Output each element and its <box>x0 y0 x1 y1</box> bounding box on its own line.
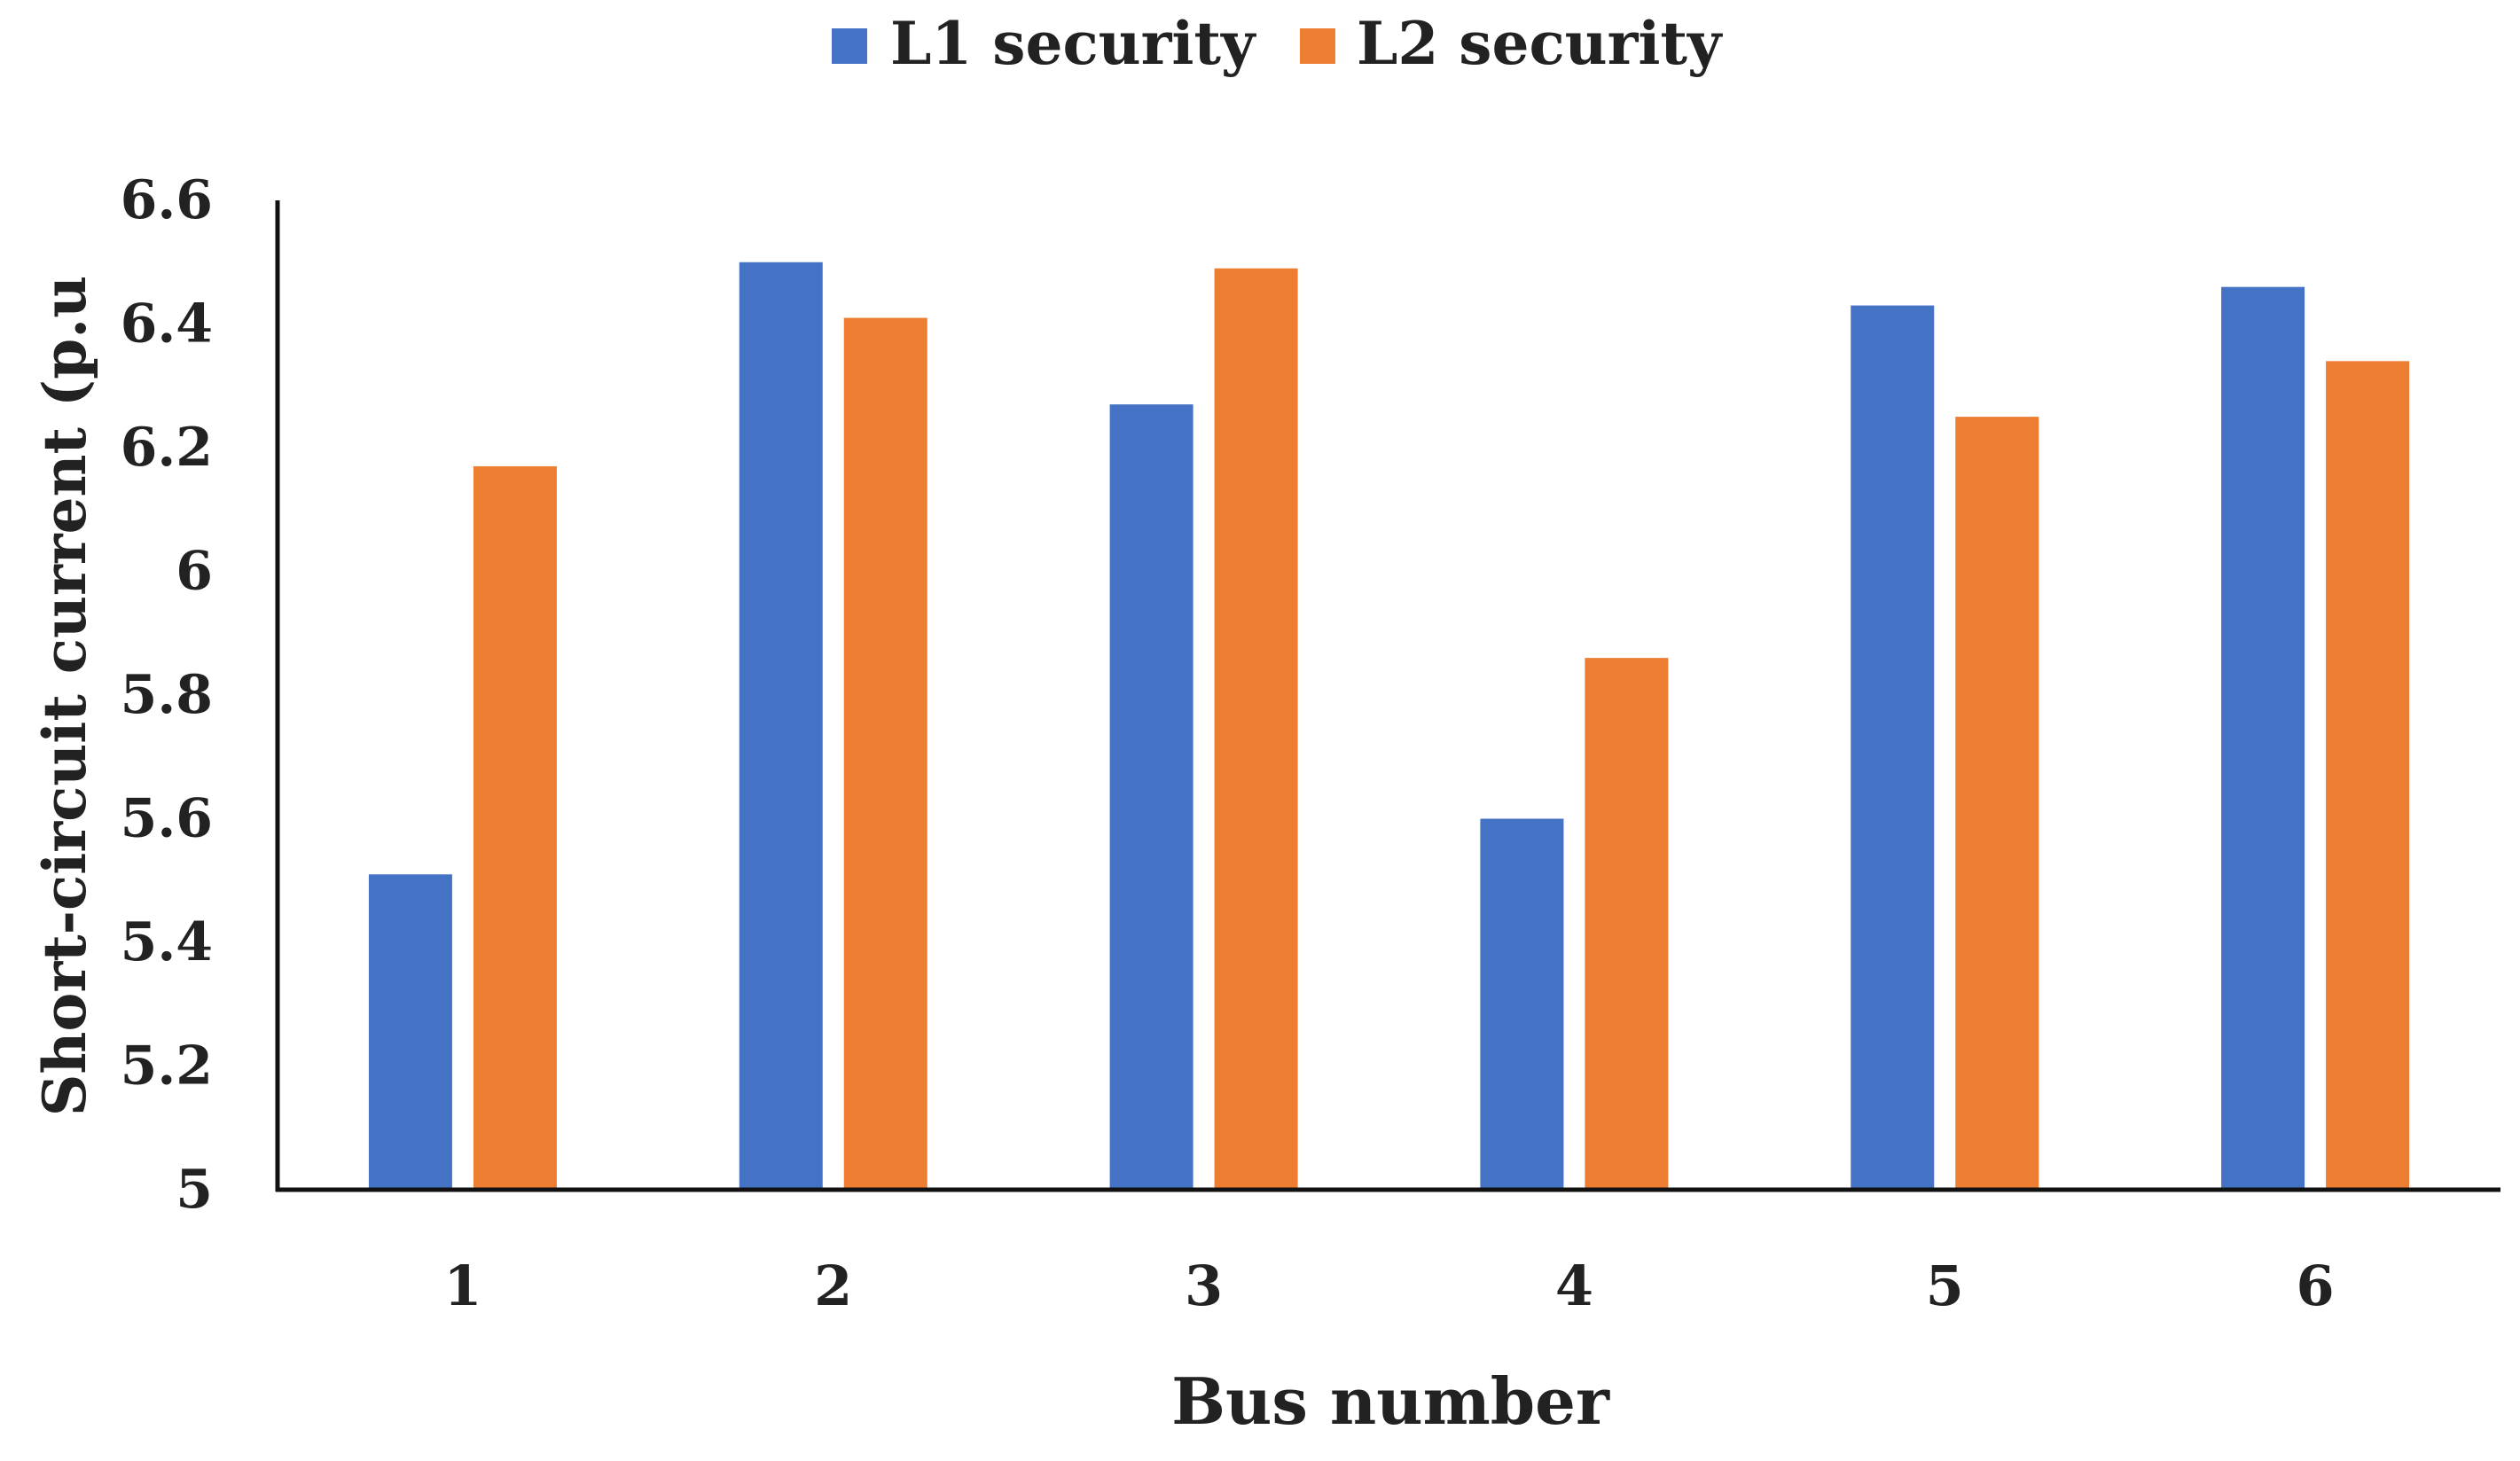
legend-label-l2: L2 security <box>1357 9 1723 78</box>
legend-swatch-l2 <box>1300 28 1335 64</box>
y-tick-labels: 5 5.2 5.4 5.6 5.8 6 6.2 6.4 6.6 <box>121 169 213 1221</box>
bar-l1-bus-2 <box>739 262 823 1190</box>
y-tick-label: 5.8 <box>121 664 213 726</box>
y-tick-label: 5 <box>176 1159 213 1221</box>
bar-l1-bus-3 <box>1109 404 1193 1190</box>
bar-l2-bus-5 <box>1955 417 2039 1190</box>
y-tick-label: 5.2 <box>121 1035 213 1098</box>
y-tick-label: 5.4 <box>121 911 213 973</box>
y-tick-label: 6.2 <box>121 417 213 479</box>
y-tick-label: 6 <box>176 541 213 603</box>
bar-l2-bus-4 <box>1585 658 1669 1190</box>
y-axis-label: Short-circuit current (p.u <box>30 276 99 1117</box>
bar-l2-bus-2 <box>843 317 927 1190</box>
x-tick-label: 5 <box>1926 1254 1964 1318</box>
x-tick-label: 4 <box>1555 1254 1593 1318</box>
bar-l2-bus-6 <box>2326 361 2410 1191</box>
legend-swatch-l1 <box>832 28 867 64</box>
x-tick-label: 2 <box>814 1254 852 1318</box>
x-tick-label: 3 <box>1185 1254 1223 1318</box>
x-tick-labels: 1 2 3 4 5 6 <box>443 1254 2334 1318</box>
x-axis-label: Bus number <box>1171 1363 1610 1439</box>
bar-l2-bus-3 <box>1214 268 1298 1191</box>
bars <box>368 262 2410 1191</box>
bar-l1-bus-5 <box>1851 305 1935 1190</box>
x-tick-label: 1 <box>443 1254 481 1318</box>
bar-l2-bus-1 <box>473 465 557 1190</box>
x-tick-label: 6 <box>2297 1254 2335 1318</box>
legend-label-l1: L1 security <box>890 9 1256 78</box>
y-tick-label: 6.6 <box>121 169 213 231</box>
legend: L1 security L2 security <box>832 9 1723 78</box>
y-tick-label: 6.4 <box>121 293 213 355</box>
bar-l1-bus-1 <box>368 874 452 1190</box>
bar-l1-bus-4 <box>1480 818 1564 1190</box>
y-tick-label: 5.6 <box>121 788 213 850</box>
bar-l1-bus-6 <box>2221 286 2305 1190</box>
